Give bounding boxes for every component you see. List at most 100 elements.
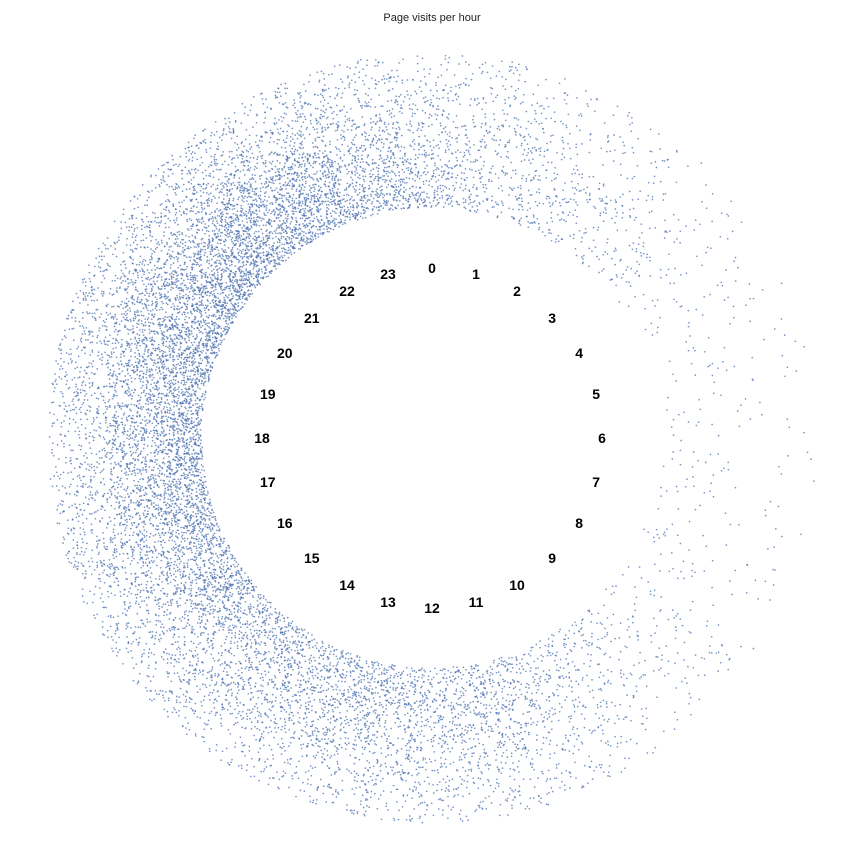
scatter-point [123,412,126,415]
scatter-point [525,180,528,182]
scatter-point [392,127,394,129]
scatter-point [389,680,392,683]
scatter-point [114,444,116,446]
scatter-point [201,530,204,532]
scatter-point [240,284,243,286]
scatter-point [695,424,698,427]
scatter-point [679,230,682,233]
scatter-point [210,217,213,220]
scatter-point [71,360,73,362]
scatter-point [171,711,174,714]
scatter-point [435,84,437,87]
scatter-point [459,818,462,820]
scatter-point [191,168,193,171]
scatter-point [270,660,272,662]
scatter-point [474,713,477,715]
scatter-point [74,560,77,563]
scatter-point [182,183,185,186]
scatter-point [238,579,240,582]
scatter-point [204,169,207,172]
scatter-point [181,437,183,439]
scatter-point [54,387,56,389]
scatter-point [112,443,115,446]
scatter-point [614,208,617,210]
scatter-point [212,195,215,198]
scatter-point [552,634,555,637]
scatter-point [81,595,84,597]
scatter-point [241,741,243,744]
scatter-point [158,640,161,643]
scatter-point [461,732,463,735]
scatter-point [711,586,713,589]
scatter-point [728,658,730,661]
scatter-point [188,290,191,293]
scatter-point [174,320,177,323]
scatter-point [508,186,511,189]
scatter-point [436,203,439,205]
scatter-point [222,565,225,568]
scatter-point [199,571,202,574]
scatter-point [187,335,189,338]
scatter-point [402,203,404,205]
scatter-point [111,305,113,308]
scatter-point [217,652,220,655]
scatter-point [316,193,319,195]
scatter-point [343,130,345,133]
scatter-point [100,292,103,295]
scatter-point [222,129,225,132]
scatter-point [504,174,507,176]
scatter-point [331,646,334,648]
scatter-point [572,237,575,240]
scatter-point [663,531,666,534]
scatter-point [337,661,339,663]
scatter-point [208,698,211,701]
scatter-point [667,166,670,169]
scatter-point [698,698,701,701]
scatter-point [447,785,450,787]
scatter-point [317,236,320,238]
scatter-point [483,160,485,163]
scatter-point [245,273,248,275]
scatter-point [337,221,340,224]
scatter-point [311,668,314,671]
scatter-point [359,803,362,806]
scatter-point [515,720,517,723]
scatter-point [194,604,197,606]
scatter-point [181,201,183,204]
scatter-point [407,680,409,683]
scatter-point [423,801,426,804]
scatter-point [481,176,483,178]
scatter-point [207,641,210,644]
scatter-point [648,256,651,259]
scatter-point [224,329,226,332]
scatter-point [109,614,112,617]
scatter-point [114,594,116,597]
scatter-point [100,255,103,258]
scatter-point [479,777,482,780]
scatter-point [220,341,223,344]
scatter-point [198,492,201,495]
scatter-point [424,112,427,114]
scatter-point [203,254,206,257]
scatter-point [198,265,201,267]
scatter-point [395,139,398,142]
scatter-point [600,147,603,150]
scatter-point [350,661,353,664]
scatter-point [355,744,358,746]
scatter-point [130,409,132,412]
scatter-point [440,762,443,765]
scatter-point [181,551,184,554]
scatter-point [549,757,551,760]
scatter-point [138,637,141,639]
scatter-point [68,422,71,425]
scatter-point [373,740,376,743]
scatter-point [148,550,151,553]
scatter-point [510,752,513,755]
scatter-point [131,233,134,235]
scatter-point [231,260,233,263]
scatter-point [484,681,487,683]
scatter-point [697,459,699,462]
scatter-point [522,153,525,156]
scatter-point [175,587,178,590]
scatter-point [154,455,156,457]
